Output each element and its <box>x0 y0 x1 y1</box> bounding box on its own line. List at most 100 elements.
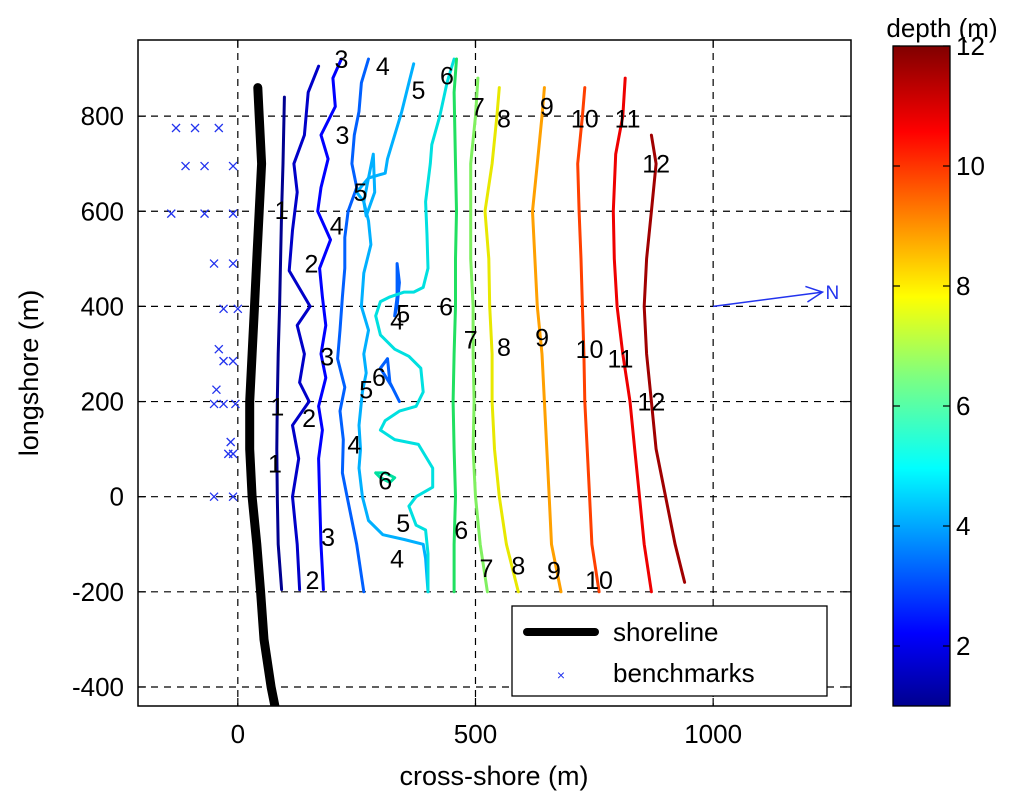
contour-line-level-5 <box>355 62 430 594</box>
y-tick-label: 200 <box>81 387 124 417</box>
contour-line-level-11 <box>611 76 653 594</box>
contour-label: 10 <box>576 336 604 364</box>
contour-labels: 1112223333444445555566666777888999101010… <box>268 46 670 595</box>
contour-label: 3 <box>320 343 334 371</box>
grid-lines <box>138 40 851 706</box>
contour-line-level-4 <box>378 357 401 403</box>
contour-line-level-6 <box>374 471 397 484</box>
benchmark-marker <box>233 304 243 314</box>
benchmark-marker <box>209 259 219 269</box>
contour-label: 1 <box>268 450 282 478</box>
contour-lines <box>275 57 687 594</box>
contour-label: 4 <box>330 213 344 241</box>
colorbar: depth (m) 2 4 6 8 10 12 <box>886 13 998 707</box>
contour-label: 6 <box>440 63 454 91</box>
contour-label: 8 <box>497 105 511 133</box>
benchmark-markers <box>166 123 243 502</box>
colorbar-tick-label: 2 <box>956 631 970 661</box>
contour-label: 4 <box>390 546 404 574</box>
y-tick-label: 0 <box>110 482 124 512</box>
contour-line-level-8 <box>483 86 520 594</box>
contour-label: 3 <box>321 524 335 552</box>
contour-label: 2 <box>302 405 316 433</box>
colorbar-tick-label: 8 <box>956 271 970 301</box>
legend: shoreline × benchmarks <box>511 605 828 697</box>
north-arrow-head <box>805 285 825 303</box>
y-axis-label: longshore (m) <box>14 290 44 457</box>
colorbar-title: depth (m) <box>886 13 997 43</box>
benchmark-marker <box>226 437 236 447</box>
north-arrow-label: N <box>825 283 839 304</box>
contour-label: 10 <box>571 105 599 133</box>
contour-line-level-4 <box>393 262 401 318</box>
colorbar-ticks: 2 4 6 8 10 12 <box>893 31 985 661</box>
benchmark-marker <box>209 492 219 502</box>
benchmark-marker <box>211 385 221 395</box>
benchmark-marker <box>228 209 238 219</box>
legend-shoreline-label: shoreline <box>613 617 719 647</box>
benchmark-marker <box>200 161 210 171</box>
contour-line-level-9 <box>531 86 563 594</box>
contour-label: 2 <box>305 567 319 595</box>
benchmark-marker <box>190 123 200 133</box>
contour-label: 1 <box>270 393 284 421</box>
legend-benchmarks-label: benchmarks <box>613 658 755 688</box>
north-arrow-shaft <box>713 291 823 308</box>
y-tick-label: 800 <box>81 101 124 131</box>
contour-label: 5 <box>359 377 373 405</box>
annotations: N <box>713 283 839 308</box>
legend-benchmarks-marker: × <box>557 667 565 683</box>
contour-label: 12 <box>637 389 665 417</box>
contour-label: 10 <box>585 567 613 595</box>
contour-label: 7 <box>479 555 493 583</box>
benchmark-marker <box>228 449 238 459</box>
contour-label: 6 <box>372 364 386 392</box>
contour-label: 7 <box>464 327 478 355</box>
axis-ticks: 0 500 1000 -400 -200 0 200 400 600 800 <box>72 40 851 749</box>
y-tick-label: 400 <box>81 291 124 321</box>
benchmark-marker <box>209 399 219 409</box>
y-tick-label: -200 <box>72 577 124 607</box>
contour-line-level-12 <box>642 133 687 584</box>
contour-line-level-10 <box>576 86 601 594</box>
contour-label: 9 <box>535 324 549 352</box>
legend-box <box>511 605 828 697</box>
contour-line-level-2 <box>287 64 321 591</box>
x-axis-label: cross-shore (m) <box>399 761 588 791</box>
contour-label: 9 <box>540 94 554 122</box>
contour-line-level-3 <box>316 57 343 591</box>
colorbar-tick-label: 12 <box>956 31 985 61</box>
contour-line-level-6-5 <box>451 57 458 594</box>
contour-label: 5 <box>411 77 425 105</box>
contour-line-level-1 <box>275 95 286 591</box>
x-tick-label: 1000 <box>684 719 742 749</box>
contour-label: 5 <box>354 179 368 207</box>
contour-line-level-7 <box>469 76 489 594</box>
benchmark-marker <box>219 356 229 366</box>
contour-label: 2 <box>305 251 319 279</box>
contour-label: 5 <box>396 510 410 538</box>
colorbar-tick-label: 10 <box>956 151 985 181</box>
shoreline-path <box>245 83 280 706</box>
benchmark-marker <box>228 356 238 366</box>
benchmark-marker <box>228 259 238 269</box>
contour-label: 3 <box>335 122 349 150</box>
benchmark-marker <box>230 399 240 409</box>
contour-label: 12 <box>642 151 670 179</box>
contour-label: 4 <box>390 308 404 336</box>
contour-label: 4 <box>347 431 361 459</box>
benchmark-marker <box>171 123 181 133</box>
benchmark-marker <box>214 344 224 354</box>
colorbar-gradient <box>892 45 951 707</box>
plot-frame <box>137 39 852 707</box>
benchmark-marker <box>214 123 224 133</box>
colorbar-tick-label: 4 <box>956 511 970 541</box>
benchmark-marker <box>219 304 229 314</box>
benchmark-marker <box>228 161 238 171</box>
shoreline-line <box>245 83 280 706</box>
y-tick-label: 600 <box>81 196 124 226</box>
x-tick-label: 0 <box>231 719 245 749</box>
contour-label: 8 <box>511 553 525 581</box>
contour-label: 4 <box>376 53 390 81</box>
